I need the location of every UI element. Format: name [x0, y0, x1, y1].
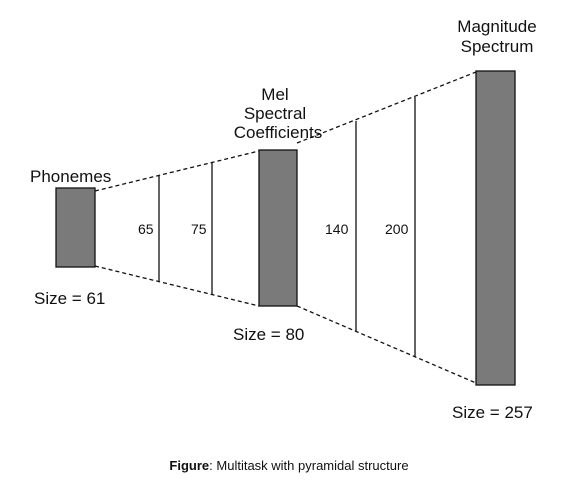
layer-label-200: 200: [385, 221, 409, 237]
figure-caption: Figure: Multitask with pyramidal structu…: [0, 458, 578, 473]
envelope-top-left: [95, 151, 259, 191]
caption-text: : Multitask with pyramidal structure: [209, 458, 408, 473]
envelope-bottom-left: [95, 266, 259, 306]
mel-label-line-2: Spectral: [244, 104, 306, 123]
phonemes-size-label: Size = 61: [34, 289, 105, 308]
magnitude-label-line-1: Magnitude: [457, 17, 536, 36]
phonemes-block: [56, 188, 95, 267]
magnitude-size-label: Size = 257: [452, 403, 533, 422]
magnitude-label-line-2: Spectrum: [461, 37, 534, 56]
layer-label-75: 75: [191, 221, 207, 237]
mel-size-label: Size = 80: [233, 325, 304, 344]
caption-prefix: Figure: [169, 458, 209, 473]
envelope-top-right: [297, 72, 476, 143]
layer-label-140: 140: [325, 221, 349, 237]
phonemes-label: Phonemes: [30, 167, 111, 186]
mel-label-line-1: Mel: [261, 85, 288, 104]
envelope-bottom-right: [297, 306, 476, 383]
mel-block: [259, 150, 297, 306]
layer-label-65: 65: [138, 221, 154, 237]
mel-label-line-3: Coefficients: [234, 123, 323, 142]
magnitude-block: [476, 71, 515, 385]
